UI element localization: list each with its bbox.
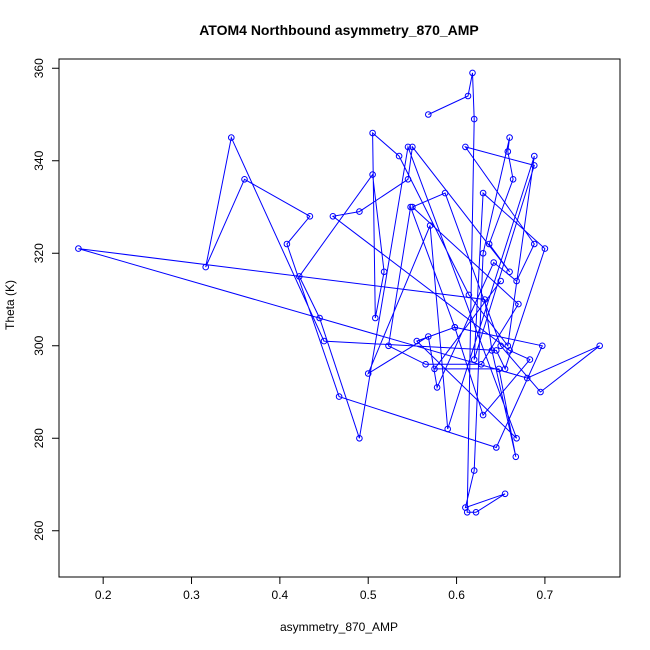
data-point (539, 342, 546, 350)
data-point (431, 365, 438, 373)
y-tick-label: 320 (32, 243, 46, 263)
data-point (506, 268, 513, 276)
data-point (228, 134, 235, 141)
data-point (493, 347, 500, 354)
data-point (479, 250, 487, 257)
x-tick-label: 0.3 (183, 588, 200, 602)
data-point (470, 467, 478, 474)
data-point (433, 384, 441, 391)
y-axis: 260 280 300 320 340 360 (32, 58, 60, 541)
data-point (531, 240, 538, 248)
y-axis-label: Theta (K) (3, 280, 17, 330)
data-point (464, 92, 472, 100)
x-tick-label: 0.6 (448, 588, 465, 602)
x-axis: 0.2 0.3 0.4 0.5 0.6 0.7 (95, 576, 554, 602)
data-point (470, 115, 478, 123)
data-point (335, 393, 343, 400)
data-point (451, 324, 459, 331)
data-point (407, 203, 414, 211)
data-point (409, 143, 416, 151)
data-point (470, 356, 478, 363)
data-point (202, 263, 209, 271)
data-point (385, 342, 392, 350)
data-point (523, 374, 531, 382)
data-point (316, 314, 323, 322)
data-point (426, 222, 434, 229)
y-tick-label: 280 (32, 428, 46, 448)
series-group (75, 69, 604, 516)
x-axis-label: asymmetry_870_AMP (280, 620, 398, 634)
data-point (513, 277, 520, 285)
x-tick-label: 0.5 (360, 588, 377, 602)
data-point (404, 143, 412, 151)
data-point (501, 490, 509, 498)
data-point (479, 411, 487, 419)
data-point (497, 277, 505, 285)
data-point (409, 203, 416, 211)
data-point (497, 342, 505, 350)
data-point (512, 453, 520, 461)
data-point (515, 300, 522, 308)
series-line (78, 72, 601, 513)
data-point (531, 152, 538, 160)
data-point (537, 388, 544, 396)
data-point (485, 240, 493, 248)
data-point (372, 314, 379, 322)
data-point (501, 365, 509, 373)
x-tick-label: 0.7 (537, 588, 554, 602)
data-point (462, 504, 469, 511)
data-point (413, 337, 421, 345)
data-point (395, 152, 403, 160)
data-point (513, 435, 520, 442)
data-point (478, 361, 485, 368)
data-point (541, 245, 549, 252)
y-tick-label: 360 (32, 58, 46, 78)
data-point (241, 176, 248, 183)
data-point (504, 148, 512, 155)
data-point (404, 176, 412, 183)
data-point (306, 213, 314, 220)
data-point (356, 435, 363, 442)
x-tick-label: 0.2 (95, 588, 112, 602)
y-tick-label: 340 (32, 150, 46, 170)
data-point (472, 509, 480, 516)
plot-frame (58, 58, 621, 578)
y-tick-label: 300 (32, 335, 46, 355)
data-point (75, 245, 82, 252)
y-tick-label: 260 (32, 520, 46, 540)
data-point (425, 111, 432, 118)
data-point (479, 189, 487, 197)
data-point (441, 189, 449, 197)
data-point (422, 361, 429, 368)
data-point (369, 129, 376, 137)
data-point (356, 208, 363, 215)
data-point (506, 134, 513, 141)
data-point (493, 444, 500, 451)
data-point (444, 425, 452, 433)
data-point (364, 370, 372, 377)
data-point (283, 240, 291, 248)
data-point (488, 347, 496, 354)
data-point (369, 171, 376, 178)
data-point (490, 259, 498, 266)
data-point (462, 143, 469, 151)
data-point (596, 342, 604, 350)
data-point (526, 356, 534, 363)
chart-title: ATOM4 Northbound asymmetry_870_AMP (199, 22, 479, 38)
data-point (531, 162, 538, 169)
data-point (465, 291, 473, 299)
data-point (495, 365, 503, 373)
data-point (320, 337, 328, 345)
data-point (296, 273, 303, 280)
data-point (380, 268, 388, 276)
data-point (469, 69, 476, 77)
data-point (504, 342, 512, 350)
data-point (481, 296, 489, 303)
data-point (329, 213, 337, 220)
x-tick-label: 0.4 (272, 588, 289, 602)
data-point (425, 333, 432, 340)
data-point (509, 176, 517, 183)
